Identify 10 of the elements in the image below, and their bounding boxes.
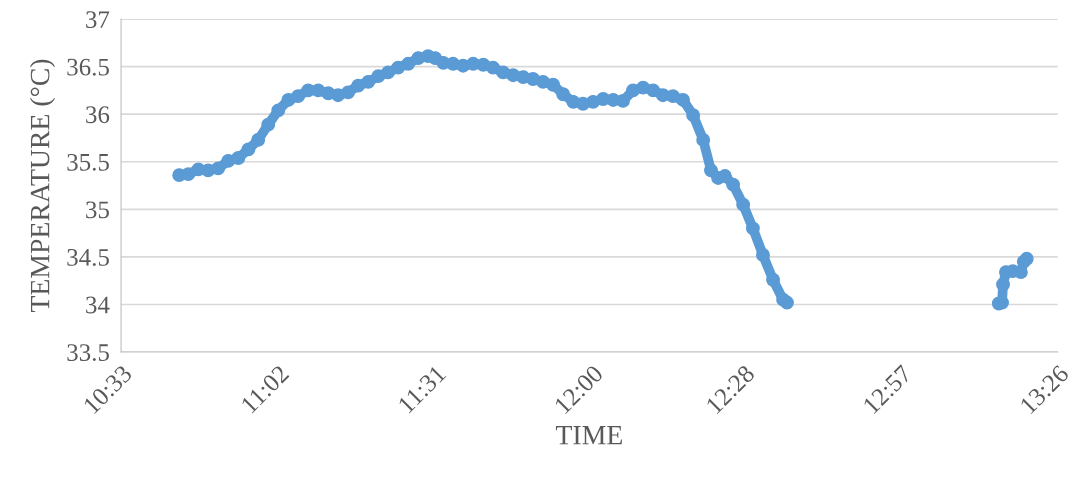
y-tick-label: 35 bbox=[86, 201, 109, 219]
y-tick-label: 33.5 bbox=[67, 344, 109, 362]
x-axis-title: TIME bbox=[555, 426, 622, 445]
y-tick-label: 37 bbox=[86, 11, 110, 28]
y-tick-label: 36.5 bbox=[67, 58, 109, 76]
y-tick-label: 34 bbox=[86, 296, 110, 314]
y-tick-label: 34.5 bbox=[67, 249, 109, 266]
y-axis-title: TEMPERATURE (°C) bbox=[29, 59, 56, 313]
y-tick-label: 35.5 bbox=[67, 153, 109, 171]
y-tick-label: 36 bbox=[86, 106, 110, 124]
